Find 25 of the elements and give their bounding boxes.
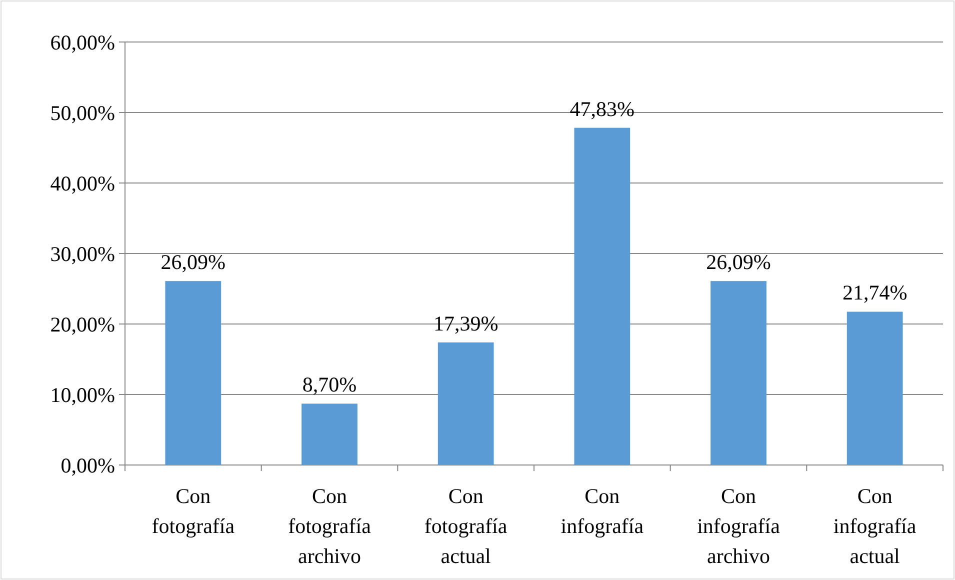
data-label: 17,39% — [433, 311, 498, 336]
x-tick-label: Con infografía — [560, 484, 644, 538]
data-label: 26,09% — [706, 250, 771, 274]
x-tick-label: Con fotografía — [152, 484, 236, 538]
y-tick-label: 60,00% — [50, 30, 115, 54]
data-label: 26,09% — [160, 250, 226, 274]
y-tick-label: 0,00% — [60, 453, 115, 478]
y-tick-label: 40,00% — [50, 171, 115, 196]
data-label: 8,70% — [302, 372, 357, 397]
x-tick-label: Con infografía actual — [833, 484, 917, 568]
y-tick-label: 50,00% — [50, 100, 115, 125]
bar — [710, 281, 766, 465]
bar — [165, 281, 222, 465]
bar — [438, 342, 494, 465]
data-label: 47,83% — [570, 96, 635, 121]
data-label: 21,74% — [842, 280, 908, 305]
bar — [846, 312, 903, 465]
y-tick-label: 10,00% — [50, 382, 115, 407]
y-tick-label: 20,00% — [50, 312, 115, 336]
y-tick-label: 30,00% — [50, 242, 115, 266]
x-tick-label: Con fotografía actual — [424, 484, 508, 568]
bar — [302, 404, 358, 465]
x-tick-label: Con infografía archivo — [697, 484, 781, 568]
bar — [574, 128, 630, 465]
x-tick-label: Con fotografía archivo — [288, 484, 372, 568]
